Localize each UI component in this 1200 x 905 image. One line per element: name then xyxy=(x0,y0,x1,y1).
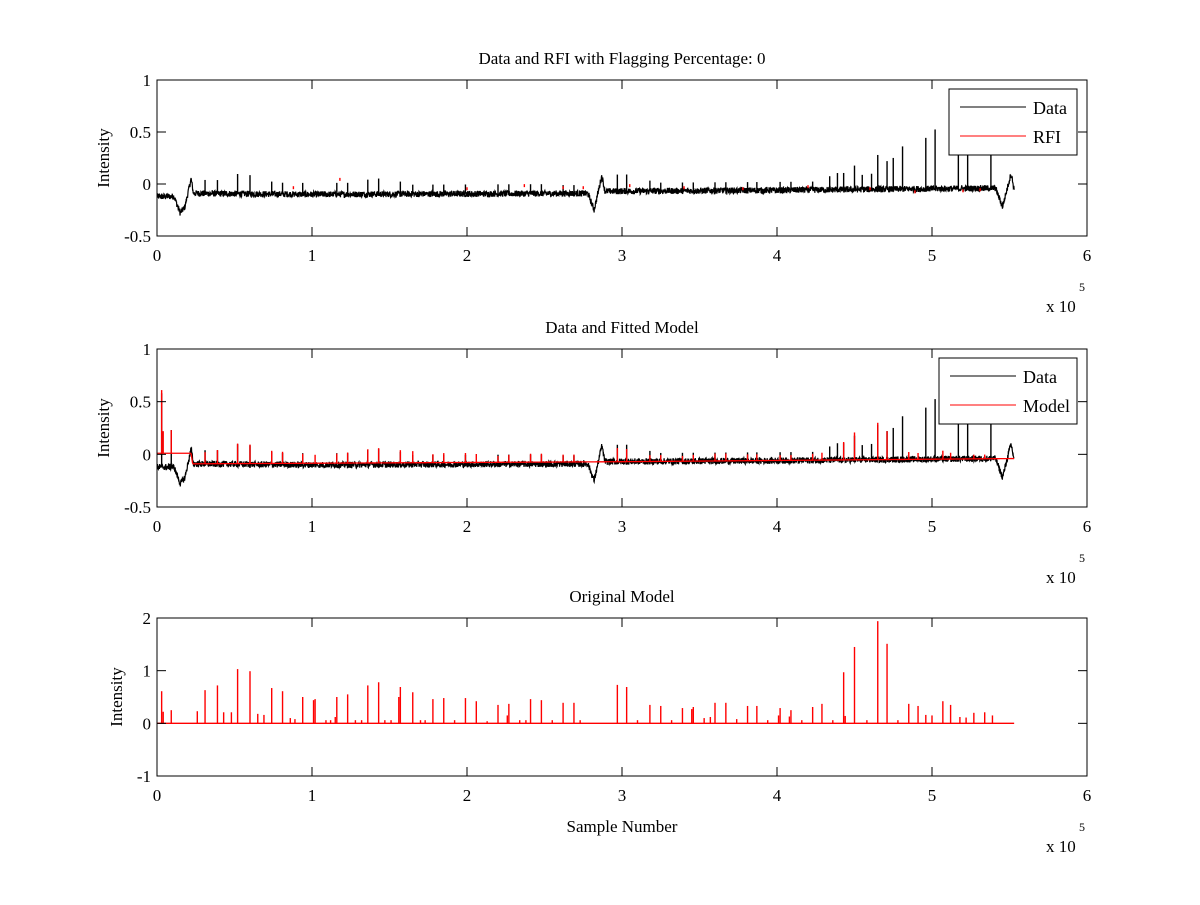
x-tick-label: 0 xyxy=(153,246,162,265)
y-tick-label: 0 xyxy=(143,714,152,733)
legend-box xyxy=(948,88,1078,156)
legend-box xyxy=(938,357,1078,425)
x-multiplier-label: x 10 xyxy=(1046,297,1076,316)
x-tick-label: 5 xyxy=(928,246,937,265)
x-tick-label: 0 xyxy=(153,786,162,805)
y-tick-label: 0 xyxy=(143,445,152,464)
legend-label-data: Data xyxy=(1033,98,1067,118)
x-tick-label: 6 xyxy=(1083,246,1092,265)
x-tick-label: 6 xyxy=(1083,517,1092,536)
series-model xyxy=(157,621,1015,724)
series-data xyxy=(157,129,1015,216)
x-tick-label: 4 xyxy=(773,517,782,536)
y-tick-label: 0.5 xyxy=(130,393,151,412)
legend-label-model: Model xyxy=(1023,396,1070,416)
x-tick-label: 3 xyxy=(618,786,627,805)
x-tick-label: 3 xyxy=(618,246,627,265)
legend-label-rfi: RFI xyxy=(1033,127,1061,147)
x-exponent-label: 5 xyxy=(1079,820,1085,834)
plot-area xyxy=(157,349,1087,507)
series-rfi xyxy=(292,177,981,194)
x-tick-label: 3 xyxy=(618,517,627,536)
legend: Data RFI xyxy=(948,88,1078,156)
y-tick-label: 1 xyxy=(143,662,152,681)
y-tick-label: 0 xyxy=(143,175,152,194)
chart-title: Original Model xyxy=(569,587,675,606)
x-tick-label: 2 xyxy=(463,786,472,805)
series-line-data xyxy=(157,173,1015,216)
plot-area xyxy=(157,618,1087,776)
x-tick-label: 1 xyxy=(308,786,317,805)
plot-content xyxy=(157,129,1015,216)
x-tick-label: 0 xyxy=(153,517,162,536)
x-tick-label: 5 xyxy=(928,517,937,536)
chart-title: Data and RFI with Flagging Percentage: 0 xyxy=(478,49,765,68)
plot-content xyxy=(157,390,1015,487)
y-tick-label: 2 xyxy=(143,609,152,628)
x-exponent-label: 5 xyxy=(1079,280,1085,294)
chart-title: Data and Fitted Model xyxy=(545,318,699,337)
y-tick-label: 0.5 xyxy=(130,123,151,142)
x-tick-label: 4 xyxy=(773,786,782,805)
y-axis-label: Intensity xyxy=(94,398,113,458)
y-axis-label: Intensity xyxy=(107,667,126,727)
x-multiplier-label: x 10 xyxy=(1046,568,1076,587)
x-tick-label: 5 xyxy=(928,786,937,805)
y-tick-label: -0.5 xyxy=(124,498,151,517)
x-tick-label: 1 xyxy=(308,246,317,265)
y-tick-label: 1 xyxy=(143,71,152,90)
x-axis-label: Sample Number xyxy=(567,817,678,836)
plot-content xyxy=(157,621,1015,724)
x-tick-label: 4 xyxy=(773,246,782,265)
x-multiplier-label: x 10 xyxy=(1046,837,1076,856)
y-tick-label: -1 xyxy=(137,767,151,786)
y-tick-label: 1 xyxy=(143,340,152,359)
x-tick-label: 1 xyxy=(308,517,317,536)
series-model xyxy=(157,390,1015,465)
series-line-model xyxy=(157,452,1015,465)
legend: Data Model xyxy=(938,357,1078,425)
x-tick-label: 2 xyxy=(463,246,472,265)
x-tick-label: 2 xyxy=(463,517,472,536)
y-axis-label: Intensity xyxy=(94,128,113,188)
x-exponent-label: 5 xyxy=(1079,551,1085,565)
y-tick-label: -0.5 xyxy=(124,227,151,246)
x-tick-label: 6 xyxy=(1083,786,1092,805)
legend-label-data: Data xyxy=(1023,367,1057,387)
plot-area xyxy=(157,80,1087,236)
